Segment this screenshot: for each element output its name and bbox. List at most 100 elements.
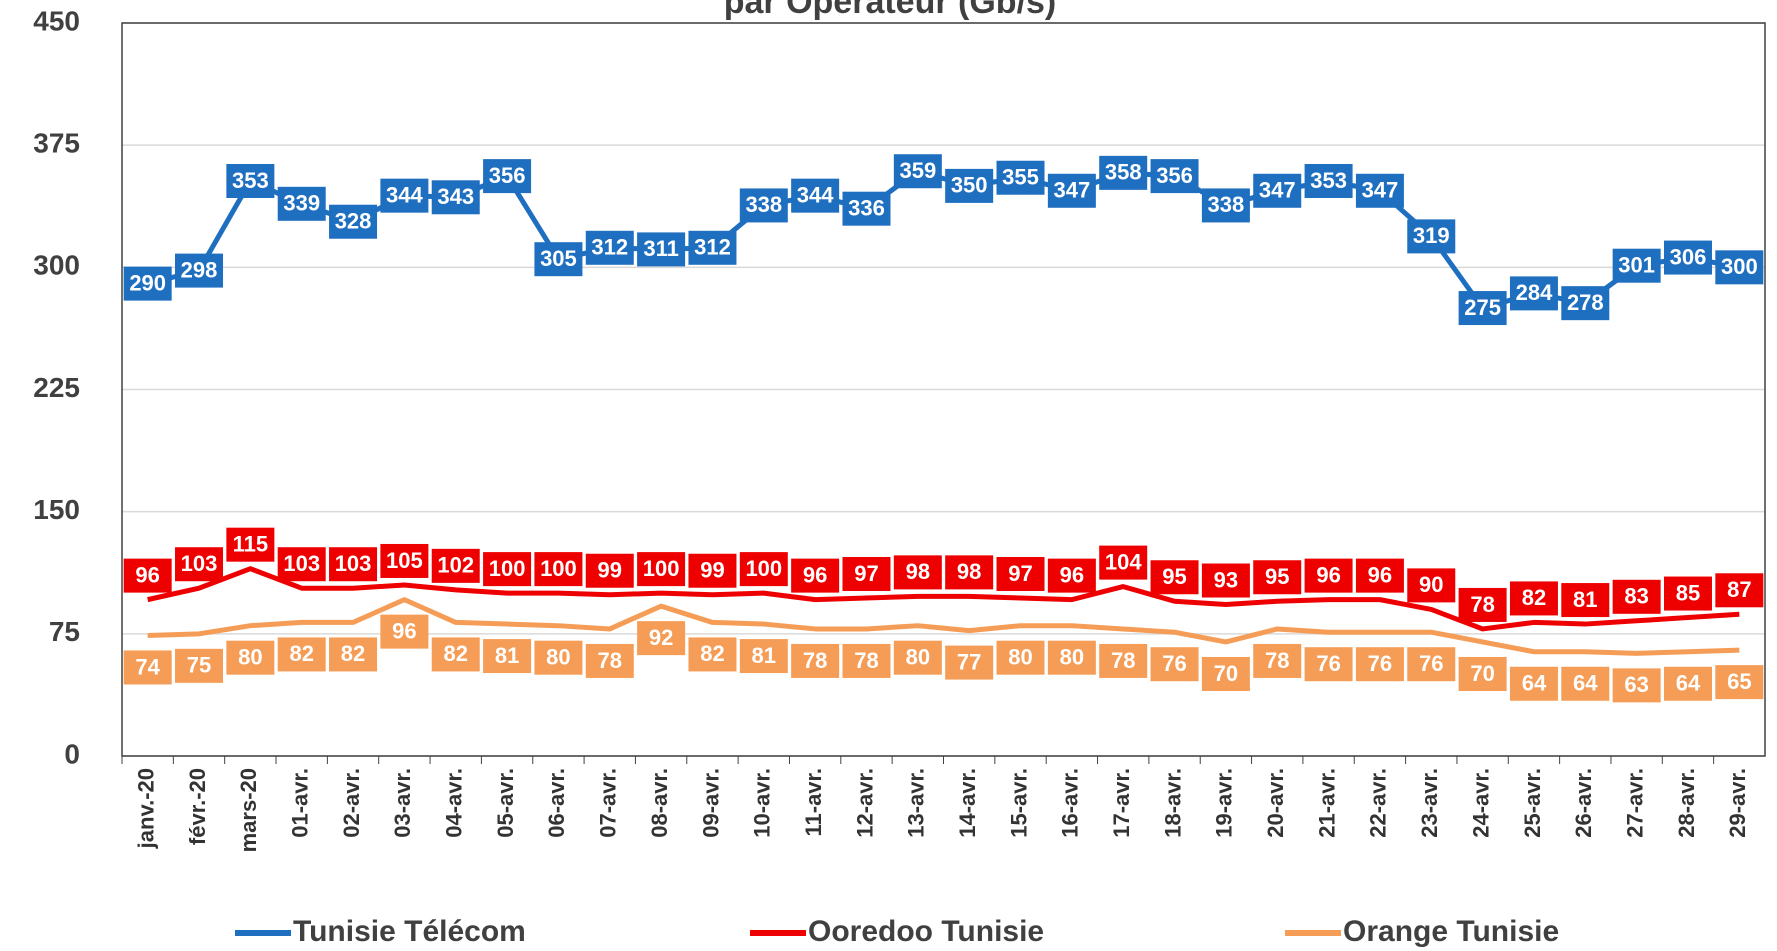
data-label: 70 <box>1458 656 1507 691</box>
data-label-box <box>893 640 942 675</box>
data-label-text: 82 <box>700 641 724 666</box>
data-label-box <box>175 547 224 582</box>
data-label: 311 <box>637 232 686 267</box>
data-label-box <box>688 637 737 672</box>
data-label-text: 98 <box>957 559 981 584</box>
data-label: 83 <box>1612 579 1661 614</box>
data-label: 353 <box>1304 164 1353 199</box>
data-label-box <box>842 191 891 226</box>
data-label: 336 <box>842 191 891 226</box>
data-label-text: 78 <box>598 648 622 673</box>
y-tick-label: 150 <box>33 494 80 525</box>
data-label-box <box>1561 666 1610 701</box>
data-label-text: 65 <box>1727 669 1751 694</box>
data-label-box <box>1715 665 1764 700</box>
x-tick-label: févr.-20 <box>185 768 210 845</box>
data-label-box <box>1458 656 1507 691</box>
data-label: 103 <box>175 547 224 582</box>
y-tick-label: 75 <box>49 616 80 647</box>
data-label-box <box>842 556 891 591</box>
data-label-box <box>1304 647 1353 682</box>
data-label: 78 <box>1458 587 1507 622</box>
data-label-box <box>431 637 480 672</box>
data-label-text: 98 <box>906 559 930 584</box>
x-tick-label: janv.-20 <box>133 768 158 849</box>
series-line <box>147 597 1740 656</box>
data-label-box <box>483 552 532 587</box>
data-label-text: 87 <box>1727 577 1751 602</box>
data-label-text: 99 <box>700 558 724 583</box>
data-label-box <box>585 553 634 588</box>
data-label: 312 <box>585 230 634 265</box>
data-label-box <box>1253 560 1302 595</box>
x-tick-label: 23-avr. <box>1417 768 1442 838</box>
data-label-text: 92 <box>649 625 673 650</box>
data-label-box <box>175 648 224 683</box>
data-label-text: 96 <box>135 562 159 587</box>
data-label-text: 353 <box>232 168 269 193</box>
data-label-text: 74 <box>135 654 160 679</box>
data-label: 305 <box>534 242 583 277</box>
data-label-text: 344 <box>386 182 423 207</box>
data-label: 278 <box>1561 286 1610 321</box>
data-label-text: 81 <box>495 643 519 668</box>
data-label: 82 <box>688 637 737 672</box>
data-label-text: 78 <box>803 648 827 673</box>
data-label-box <box>329 637 378 672</box>
data-label-box <box>996 556 1045 591</box>
data-label-text: 353 <box>1310 168 1347 193</box>
data-label: 339 <box>277 186 326 221</box>
data-label: 284 <box>1509 276 1558 311</box>
data-label-text: 80 <box>238 645 262 670</box>
data-label-box <box>226 640 275 675</box>
data-label-box <box>1663 576 1712 611</box>
data-label-text: 85 <box>1676 580 1700 605</box>
data-label: 100 <box>739 552 788 587</box>
data-label-box <box>945 555 994 590</box>
data-label-box <box>534 640 583 675</box>
data-label-box <box>277 547 326 582</box>
data-label-text: 96 <box>1368 562 1392 587</box>
data-label-box <box>739 639 788 674</box>
data-label: 275 <box>1458 291 1507 326</box>
data-label: 100 <box>637 552 686 587</box>
data-label: 96 <box>380 614 429 649</box>
data-label: 103 <box>277 547 326 582</box>
legend-label: Tunisie Télécom <box>293 915 526 948</box>
data-label-box <box>534 242 583 277</box>
data-label-box <box>380 614 429 649</box>
data-label-text: 80 <box>1008 645 1032 670</box>
data-label-box <box>585 230 634 265</box>
data-label-text: 95 <box>1265 564 1289 589</box>
data-label: 98 <box>945 555 994 590</box>
data-label-box <box>1099 643 1148 678</box>
data-label-box <box>1201 563 1250 598</box>
data-label-text: 82 <box>1522 585 1546 610</box>
data-label: 82 <box>431 637 480 672</box>
data-label: 74 <box>123 650 172 685</box>
x-tick-label: 12-avr. <box>852 768 877 838</box>
data-label-text: 103 <box>335 551 372 576</box>
data-label-box <box>277 186 326 221</box>
data-label-box <box>1715 250 1764 285</box>
data-label-box <box>585 643 634 678</box>
data-label-box <box>123 650 172 685</box>
data-label-text: 347 <box>1362 178 1399 203</box>
data-label-box <box>123 558 172 593</box>
data-label-box <box>1253 643 1302 678</box>
data-label-text: 81 <box>1573 587 1597 612</box>
x-tick-label: 29-avr. <box>1725 768 1750 838</box>
x-tick-label: 22-avr. <box>1366 768 1391 838</box>
data-label-box <box>329 204 378 239</box>
data-label-text: 80 <box>546 645 570 670</box>
x-tick-label: 17-avr. <box>1109 768 1134 838</box>
data-label-box <box>329 547 378 582</box>
data-label-box <box>791 558 840 593</box>
data-label: 97 <box>996 556 1045 591</box>
data-label-text: 64 <box>1676 671 1701 696</box>
data-label-text: 356 <box>489 163 526 188</box>
data-label: 301 <box>1612 248 1661 283</box>
data-label-text: 100 <box>745 556 782 581</box>
data-label-text: 78 <box>1265 648 1289 673</box>
x-tick-label: 18-avr. <box>1160 768 1185 838</box>
